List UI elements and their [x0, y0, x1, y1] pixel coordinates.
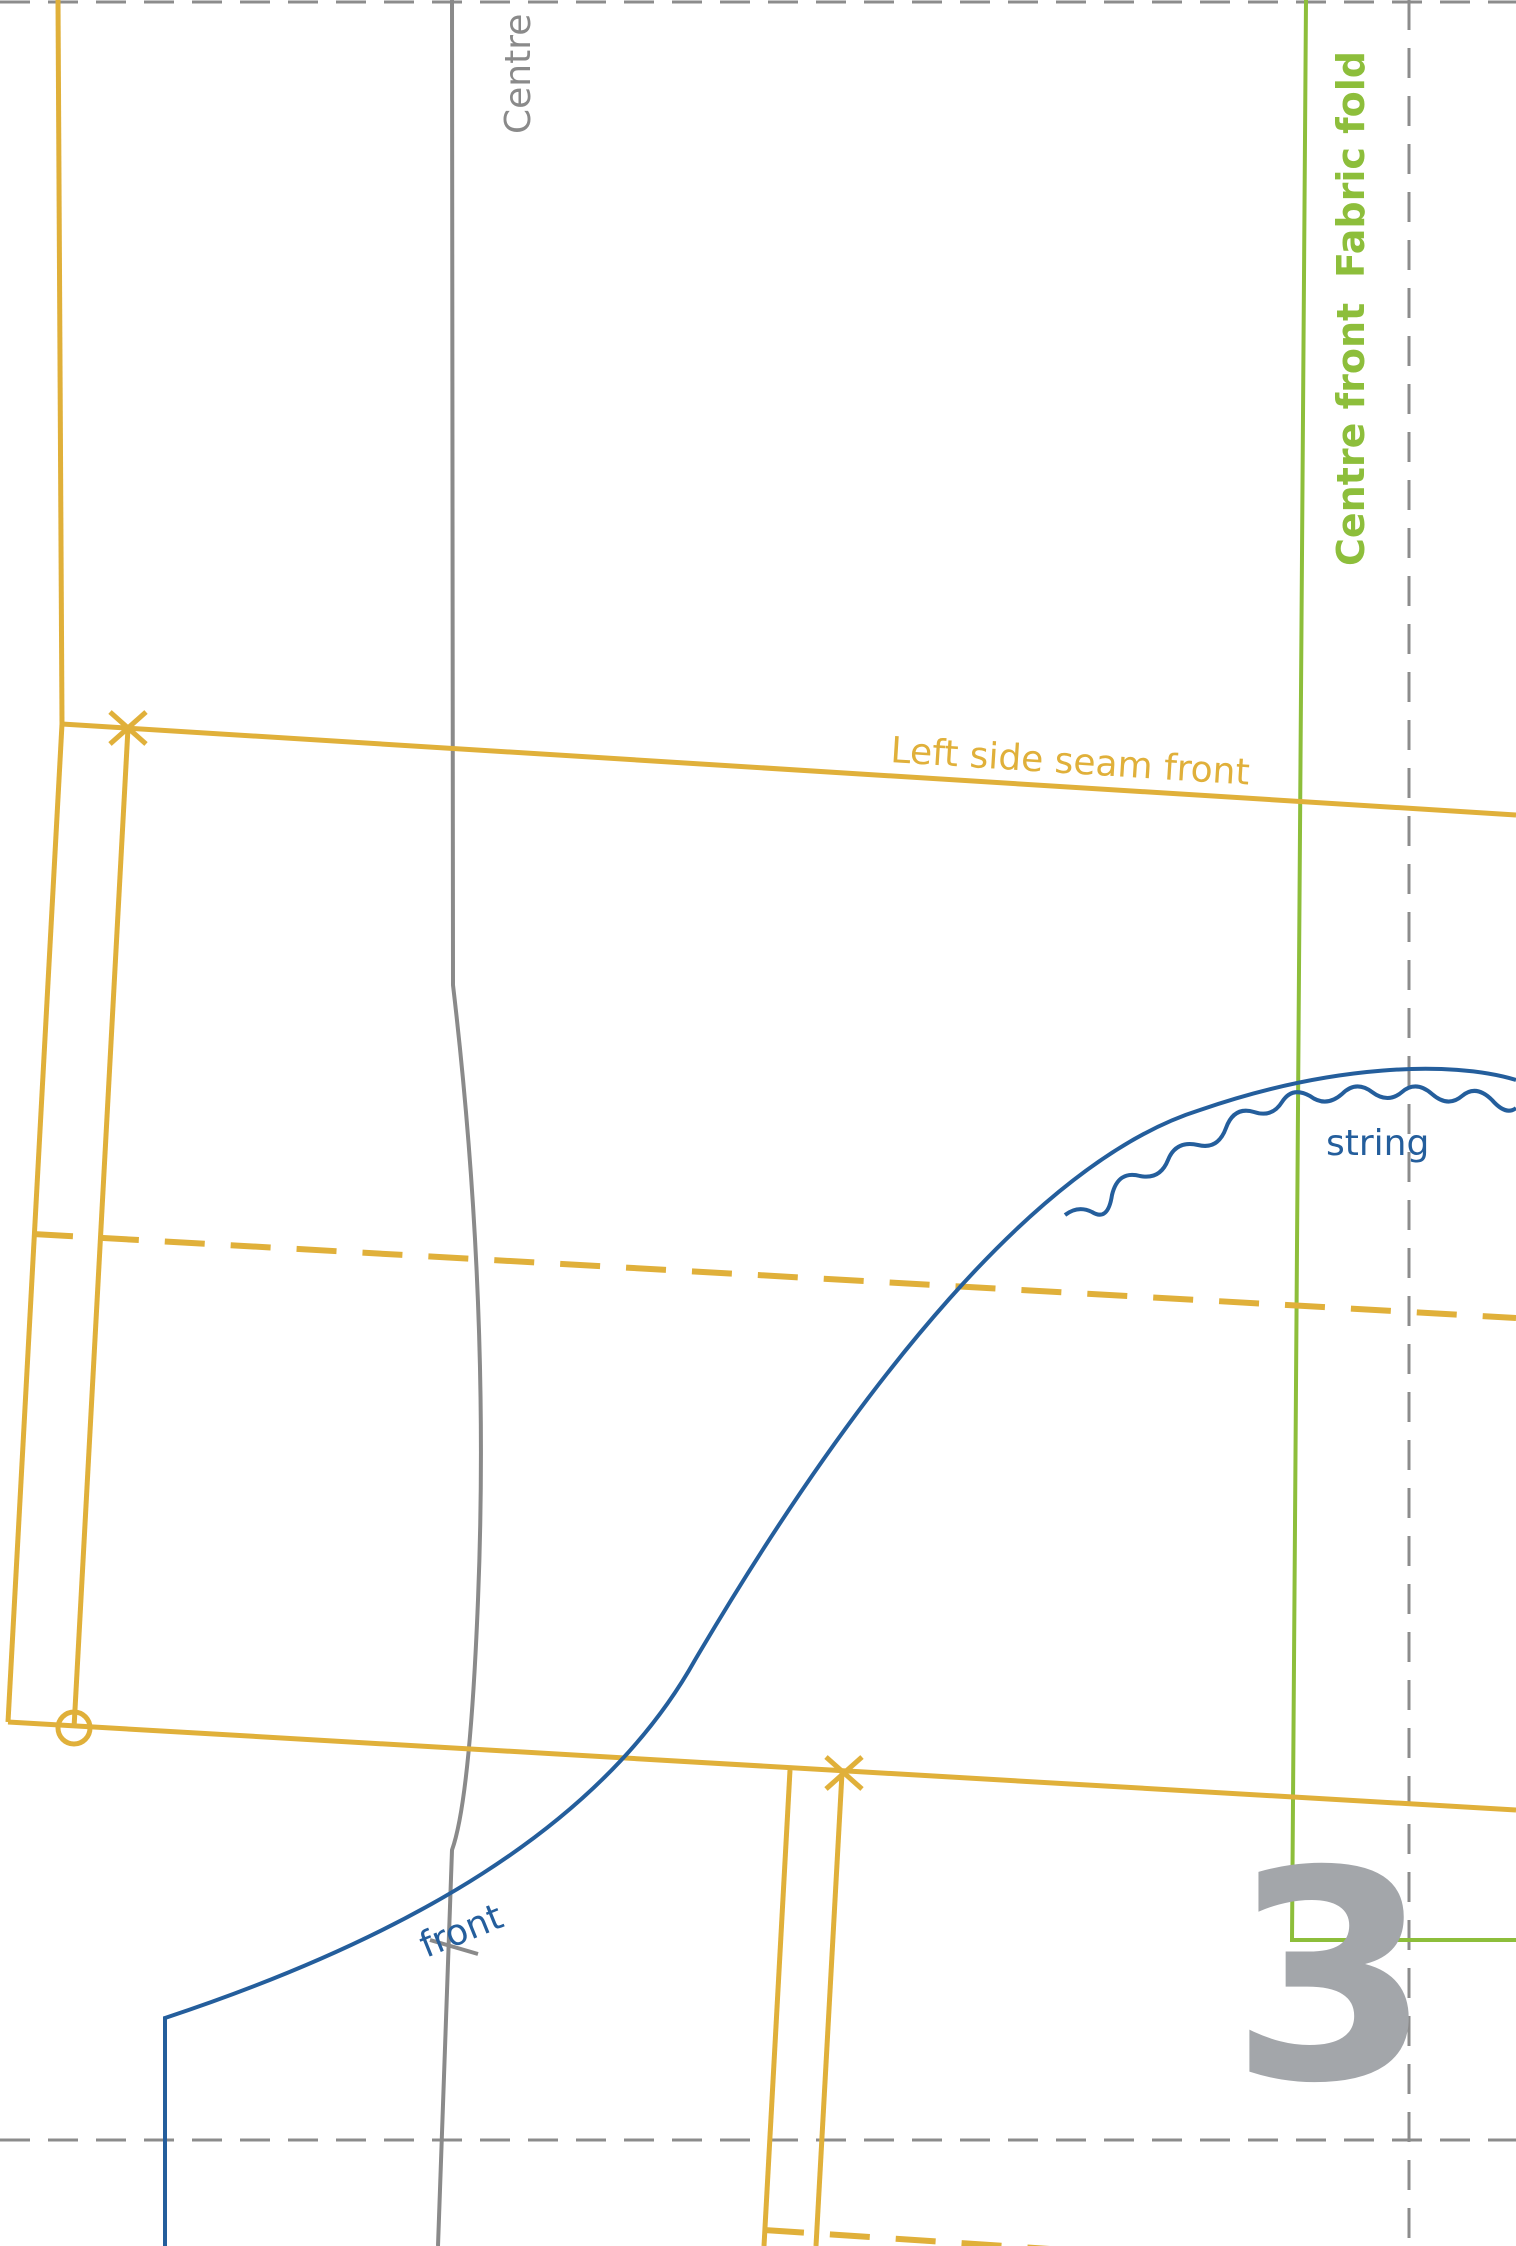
notch-mark-circle — [55, 1709, 93, 1747]
fabric-fold-line — [1289, 0, 1516, 1942]
string-wavy-line — [1063, 1084, 1516, 1217]
blue-neckline-curve — [163, 1066, 1516, 2246]
notch-mark-cross-top — [108, 710, 148, 746]
centre-line-grey — [436, 0, 483, 2246]
yellow-dashed-lines — [32, 1231, 1516, 2246]
page-number: 3 — [1230, 1810, 1432, 2147]
centre-back-label: Centre — [498, 14, 539, 134]
front-tick-mark — [429, 1938, 479, 1956]
yellow-pattern-piece — [5, 0, 1516, 2246]
notch-mark-cross-bottom — [824, 1755, 864, 1791]
fabric-fold-label: Fabric fold — [1329, 51, 1373, 278]
string-label: string — [1326, 1123, 1429, 1164]
centre-front-label: Centre front — [1329, 303, 1373, 566]
left-side-seam-front-label: Left side seam front — [889, 730, 1250, 793]
